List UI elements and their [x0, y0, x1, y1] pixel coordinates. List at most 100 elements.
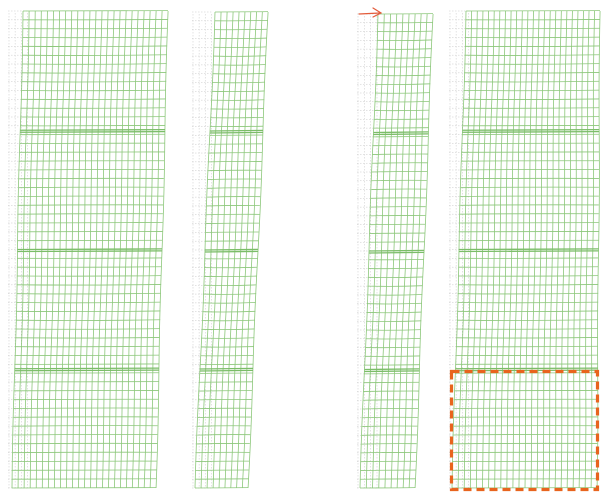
- mesh-row-line: [456, 345, 598, 348]
- tier-seam: [17, 248, 163, 251]
- mesh-row-line: [213, 55, 267, 57]
- mesh-row-line: [366, 320, 422, 322]
- mesh-row-line: [365, 346, 421, 349]
- mesh-row-line: [368, 267, 424, 270]
- mesh-row-line: [201, 337, 255, 339]
- mesh-row-line: [366, 302, 423, 305]
- mesh-row-line: [376, 48, 432, 50]
- mesh-row-line: [374, 100, 430, 103]
- annotation-layer: [358, 7, 600, 492]
- mesh-row-line: [362, 416, 418, 419]
- mesh-row-line: [200, 346, 254, 348]
- mesh-row-line: [362, 425, 418, 427]
- tier-seam: [20, 128, 166, 131]
- mesh-row-line: [371, 179, 427, 182]
- mesh-row-line: [203, 275, 257, 278]
- mesh-row-line: [196, 443, 250, 445]
- mesh-row-line: [361, 434, 418, 436]
- mesh-row-line: [207, 196, 261, 198]
- mesh-row-line: [202, 310, 256, 313]
- mesh-row-line: [201, 328, 255, 331]
- mesh-row-line: [376, 39, 433, 41]
- mesh-row-line: [375, 74, 431, 77]
- tier-seam: [368, 249, 425, 252]
- mesh-row-line: [22, 27, 168, 30]
- mesh-row-line: [203, 284, 257, 286]
- panel-2-tier-seams: [199, 129, 264, 372]
- mesh-row-line: [366, 311, 422, 314]
- panel-1-tier-seams: [14, 128, 166, 372]
- tier-seam: [364, 368, 420, 371]
- tier-seam: [462, 131, 600, 133]
- arrow-head: [372, 7, 383, 18]
- mesh-column-line: [247, 11, 269, 489]
- mesh-row-line: [465, 27, 600, 30]
- tier-seam: [204, 248, 259, 251]
- tier-seam: [368, 251, 425, 254]
- mesh-row-line: [367, 276, 424, 278]
- load-arrow-icon: [358, 7, 383, 18]
- mesh-row-line: [367, 285, 423, 287]
- mesh-row-line: [17, 266, 162, 268]
- mesh-row-line: [203, 293, 257, 295]
- mesh-row-line: [197, 434, 251, 436]
- tier-seam: [199, 367, 254, 370]
- tier-seam: [209, 131, 264, 134]
- mesh-row-line: [463, 107, 600, 109]
- highlight-region-box: [449, 369, 600, 492]
- mesh-row-line: [207, 187, 261, 189]
- mesh-row-line: [365, 337, 421, 340]
- mesh-column-line: [155, 10, 169, 489]
- tier-seam: [20, 130, 166, 133]
- mesh-row-line: [370, 206, 426, 208]
- mesh-row-line: [374, 109, 430, 112]
- mesh-row-line: [214, 28, 268, 31]
- tier-seam: [17, 250, 163, 253]
- mesh-row-line: [202, 319, 256, 322]
- mesh-row-line: [204, 266, 258, 269]
- panel-4-tier-seams: [455, 129, 600, 372]
- mesh-row-line: [361, 443, 417, 445]
- mesh-row-line: [212, 81, 266, 84]
- mesh-row-line: [375, 83, 431, 85]
- mesh-row-line: [458, 266, 599, 268]
- mesh-row-line: [375, 65, 432, 68]
- mesh-row-line: [197, 416, 251, 418]
- mesh-row-line: [365, 329, 422, 331]
- tier-seam: [462, 129, 600, 131]
- mesh-row-line: [202, 302, 256, 304]
- tier-seam: [364, 370, 420, 373]
- tier-seam: [455, 367, 598, 370]
- tier-seam: [373, 131, 429, 134]
- mesh-row-line: [211, 99, 265, 101]
- tier-seam: [199, 369, 254, 372]
- mesh-row-line: [212, 64, 266, 66]
- mesh-row-line: [210, 108, 264, 110]
- mesh-row-line: [377, 30, 433, 33]
- tier-seam: [373, 133, 429, 136]
- panel-4-reference-grid: [449, 10, 469, 489]
- mesh-column-line: [414, 13, 434, 489]
- tier-seam: [458, 248, 599, 251]
- mesh-row-line: [367, 294, 423, 296]
- mesh-row-line: [374, 92, 431, 94]
- mesh-row-line: [213, 46, 267, 48]
- mesh-row-line: [212, 72, 266, 75]
- tier-seam: [204, 250, 259, 253]
- arrow-shaft: [358, 12, 381, 15]
- tier-seam: [14, 369, 160, 372]
- mesh-row-line: [206, 205, 260, 207]
- mesh-row-line: [211, 90, 265, 93]
- mesh-row-line: [371, 188, 427, 190]
- mesh-row-line: [207, 178, 261, 180]
- tier-seam: [458, 250, 599, 253]
- mesh-row-line: [376, 57, 432, 59]
- mesh-row-line: [370, 197, 427, 199]
- tier-seam: [209, 129, 264, 132]
- mesh-row-line: [213, 37, 267, 40]
- mesh-row-line: [197, 425, 251, 427]
- deformed-mesh-layer: [11, 10, 601, 489]
- panel-3-tier-seams: [364, 131, 429, 373]
- tier-seam: [14, 367, 160, 370]
